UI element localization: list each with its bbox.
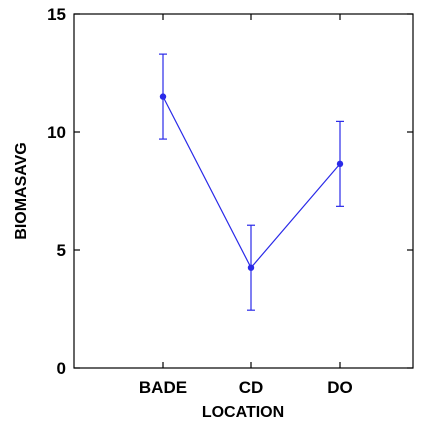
y-axis-label: BIOMASAVG	[13, 142, 30, 239]
y-tick-label: 10	[47, 123, 66, 142]
y-tick-label: 5	[57, 241, 66, 260]
plot-frame	[73, 13, 414, 369]
y-axis-ticks: 0 5 10 15	[47, 5, 413, 378]
data-point	[336, 160, 344, 168]
data-point	[247, 264, 255, 271]
x-axis-ticks: BADE CD DO	[139, 14, 353, 397]
x-tick-label: CD	[239, 378, 264, 397]
x-tick-label: DO	[327, 378, 353, 397]
y-tick-label: 0	[57, 359, 66, 378]
data-point	[159, 93, 167, 100]
x-tick-label: BADE	[139, 378, 187, 397]
y-tick-label: 15	[47, 5, 66, 24]
x-axis-label: LOCATION	[202, 404, 284, 421]
series-layer	[159, 53, 344, 311]
